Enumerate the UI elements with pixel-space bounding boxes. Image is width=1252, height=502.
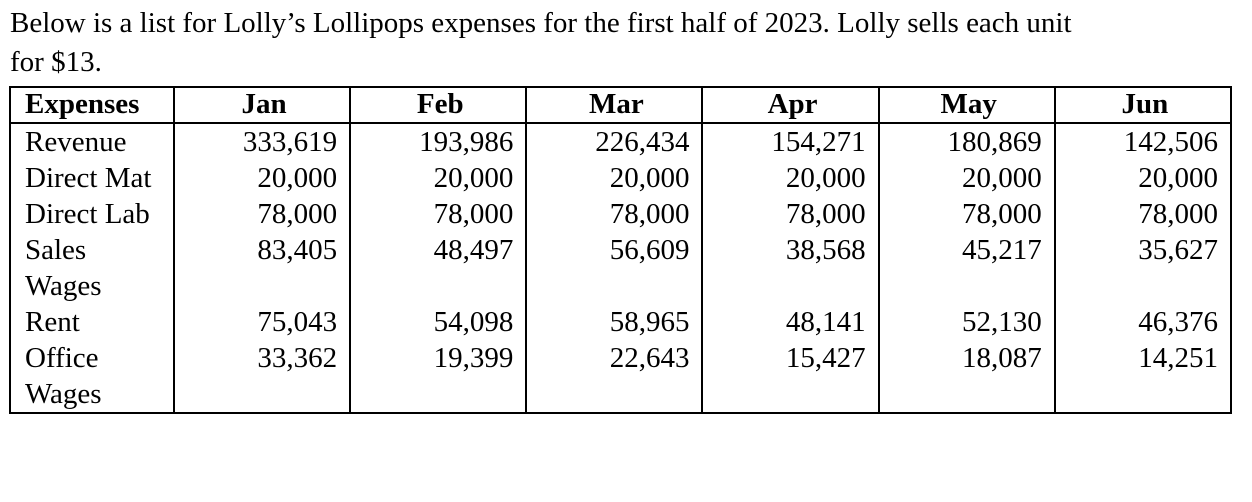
header-row: Expenses Jan Feb Mar Apr May Jun xyxy=(9,86,1233,124)
table-cell: 15,427 xyxy=(701,340,880,414)
table-cell: 48,497 xyxy=(349,232,528,304)
header-feb: Feb xyxy=(349,86,528,124)
table-cell: 20,000 xyxy=(172,160,352,196)
table-cell: 19,399 xyxy=(349,340,528,414)
table-cell: 45,217 xyxy=(877,232,1056,304)
table-cell: 52,130 xyxy=(877,304,1056,340)
table-cell: 142,506 xyxy=(1053,123,1233,160)
table-cell: 78,000 xyxy=(701,196,880,232)
table-cell: 83,405 xyxy=(172,232,352,304)
intro-line-1: Below is a list for Lolly’s Lollipops ex… xyxy=(10,7,1072,39)
table-cell: 78,000 xyxy=(349,196,528,232)
table-cell: 20,000 xyxy=(1053,160,1233,196)
row-label: Revenue xyxy=(9,123,175,160)
table-cell: 193,986 xyxy=(349,123,528,160)
expenses-table: Expenses Jan Feb Mar Apr May Jun Revenue… xyxy=(9,86,1233,414)
header-mar: Mar xyxy=(525,86,704,124)
table-cell: 20,000 xyxy=(349,160,528,196)
table-cell: 38,568 xyxy=(701,232,880,304)
table-cell: 58,965 xyxy=(525,304,704,340)
header-jan: Jan xyxy=(172,86,352,124)
row-label: Direct Lab xyxy=(9,196,175,232)
table-row: Direct Mat 20,000 20,000 20,000 20,000 2… xyxy=(9,160,1233,196)
row-label: Sales Wages xyxy=(9,232,175,304)
table-cell: 46,376 xyxy=(1053,304,1233,340)
table-cell: 35,627 xyxy=(1053,232,1233,304)
table-cell: 56,609 xyxy=(525,232,704,304)
table-row: Direct Lab 78,000 78,000 78,000 78,000 7… xyxy=(9,196,1233,232)
table-cell: 78,000 xyxy=(525,196,704,232)
table-cell: 78,000 xyxy=(172,196,352,232)
intro-paragraph: Below is a list for Lolly’s Lollipops ex… xyxy=(10,4,1235,82)
table-cell: 78,000 xyxy=(877,196,1056,232)
table-cell: 20,000 xyxy=(701,160,880,196)
table-row: Revenue 333,619 193,986 226,434 154,271 … xyxy=(9,123,1233,160)
table-cell: 154,271 xyxy=(701,123,880,160)
table-cell: 14,251 xyxy=(1053,340,1233,414)
table-cell: 78,000 xyxy=(1053,196,1233,232)
table-cell: 20,000 xyxy=(525,160,704,196)
table-row: Office Wages 33,362 19,399 22,643 15,427… xyxy=(9,340,1233,414)
intro-line-2: for $13. xyxy=(10,46,102,78)
table-cell: 22,643 xyxy=(525,340,704,414)
table-cell: 33,362 xyxy=(172,340,352,414)
table-cell: 20,000 xyxy=(877,160,1056,196)
table-cell: 180,869 xyxy=(877,123,1056,160)
header-jun: Jun xyxy=(1053,86,1233,124)
table-row: Rent 75,043 54,098 58,965 48,141 52,130 … xyxy=(9,304,1233,340)
header-may: May xyxy=(877,86,1056,124)
table-cell: 48,141 xyxy=(701,304,880,340)
row-label: Direct Mat xyxy=(9,160,175,196)
table-row: Sales Wages 83,405 48,497 56,609 38,568 … xyxy=(9,232,1233,304)
table-cell: 18,087 xyxy=(877,340,1056,414)
table-cell: 333,619 xyxy=(172,123,352,160)
header-expenses: Expenses xyxy=(9,86,175,124)
row-label: Rent xyxy=(9,304,175,340)
table-cell: 226,434 xyxy=(525,123,704,160)
table-cell: 75,043 xyxy=(172,304,352,340)
row-label: Office Wages xyxy=(9,340,175,414)
header-apr: Apr xyxy=(701,86,880,124)
table-cell: 54,098 xyxy=(349,304,528,340)
